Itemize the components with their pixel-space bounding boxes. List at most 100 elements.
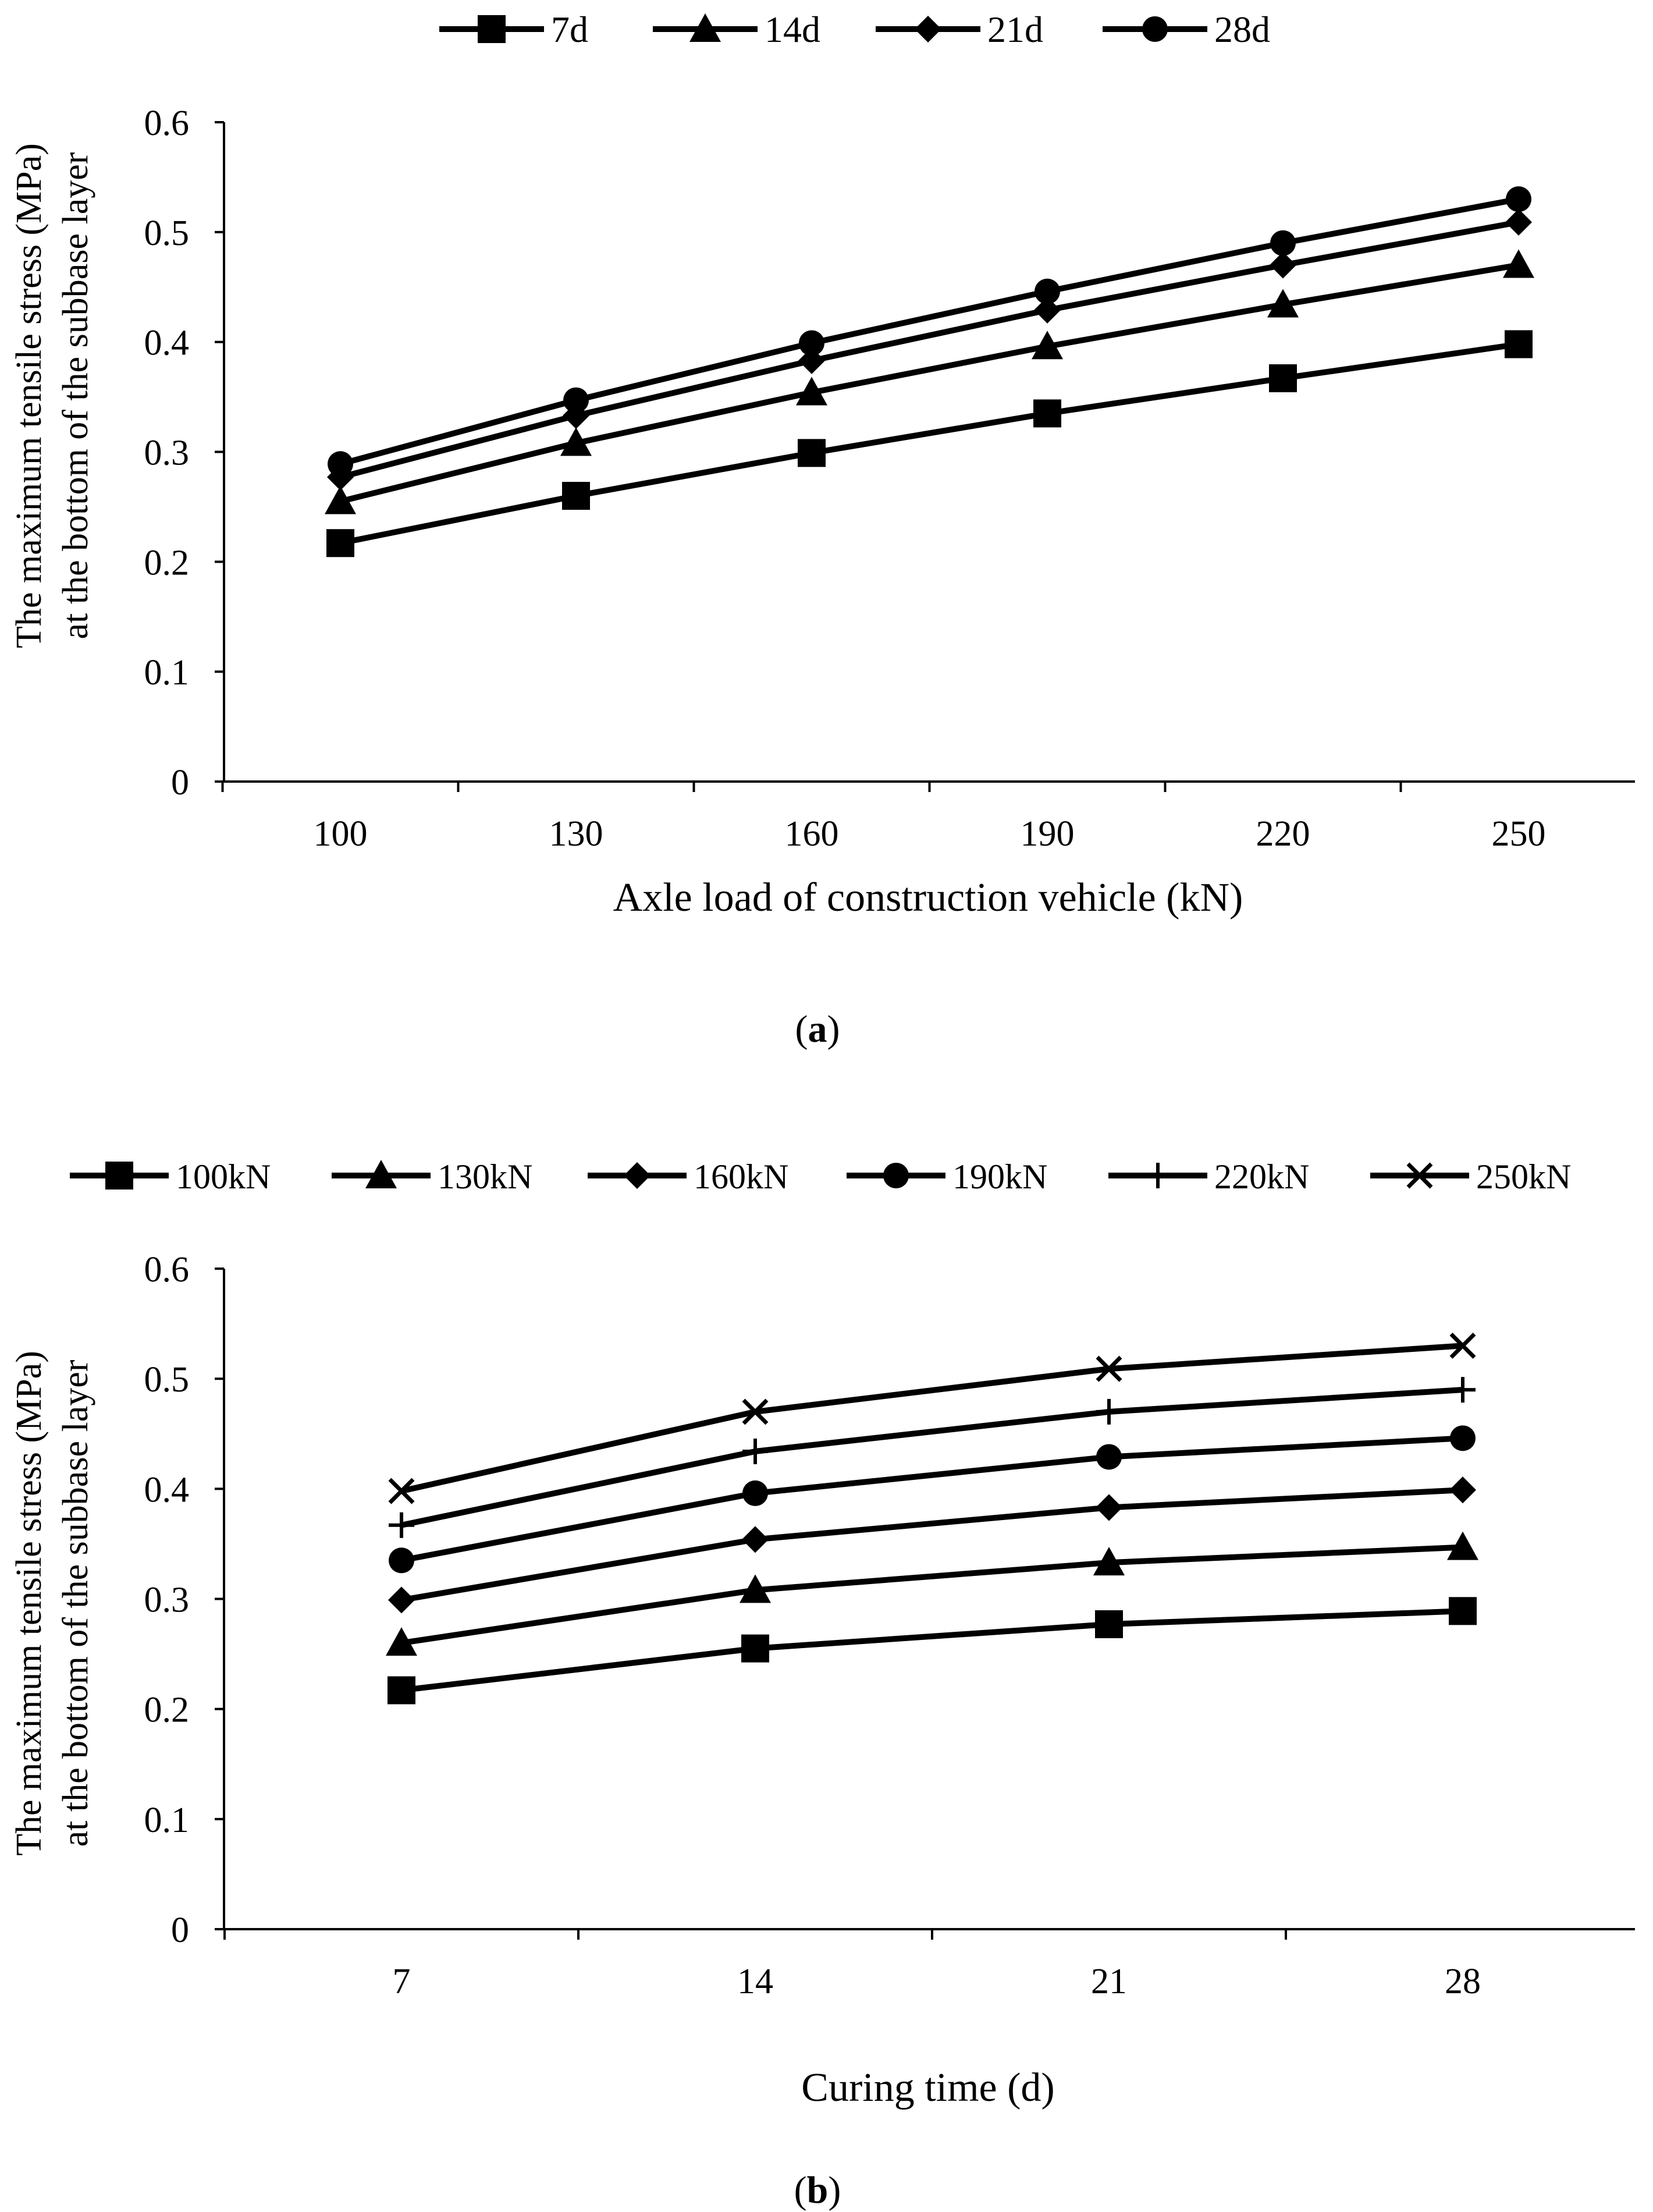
panel-a-x-tick-label: 250: [1492, 814, 1546, 854]
panel-a-y-tick-label: 0: [171, 763, 189, 803]
panel-b-series-100kN: [388, 1597, 1477, 1705]
panel-a-data-point: [798, 439, 826, 467]
panel-b-caption: (b): [794, 2169, 841, 2211]
panel-b-data-point: [1096, 1398, 1122, 1425]
panel-a-data-point: [1505, 330, 1533, 358]
panel-b-legend-label: 250kN: [1476, 1158, 1571, 1196]
panel-b-legend-item: 190kN: [847, 1158, 1047, 1196]
panel-b-y-tick-label: 0.2: [144, 1691, 190, 1730]
panel-b-series-190kN: [389, 1425, 1476, 1574]
panel-a-data-point: [799, 330, 824, 356]
panel-b-legend-item: 250kN: [1370, 1158, 1571, 1196]
panel-a-data-point: [1035, 278, 1060, 304]
panel-b-series-250kN: [388, 1332, 1476, 1504]
panel-a-data-point: [1503, 249, 1534, 278]
panel-a-legend-label: 14d: [765, 9, 820, 50]
panel-a-data-point: [796, 377, 827, 406]
panel-a-data-point: [1033, 399, 1061, 428]
panel-b-data-point: [388, 1676, 415, 1705]
panel-b-data-point: [1096, 1355, 1122, 1382]
panel-a-legend-marker: [689, 13, 721, 42]
panel-b-x-tick-label: 21: [1091, 1962, 1127, 2001]
panel-a-y-axis-label-line1: The maximum tensile stress (MPa): [9, 143, 49, 648]
panel-a-legend-item: 28d: [1103, 9, 1270, 50]
panel-b-series-220kN: [389, 1377, 1476, 1538]
panel-a-series: [325, 186, 1534, 558]
panel-a-data-point: [1267, 289, 1299, 318]
panel-b-series-line: [401, 1608, 1463, 1693]
panel-b-data-point: [1449, 1476, 1476, 1504]
panel-b-y-tick-labels: 0 0.1 0.2 0.3 0.4 0.5 0.6: [144, 1250, 190, 1950]
panel-b-legend-label: 160kN: [694, 1158, 788, 1196]
panel-a-x-tick-labels: 100 130 160 190 220 250: [314, 814, 1546, 854]
panel-a-data-point: [326, 529, 354, 558]
panel-b-data-point: [389, 1512, 414, 1538]
panel-a-series-14d: [325, 249, 1534, 514]
panel-b-legend-marker: [883, 1163, 909, 1188]
panel-b-series-line: [401, 1544, 1463, 1646]
panel-a-data-point: [1032, 331, 1063, 360]
panel-b-data-point: [742, 1398, 769, 1425]
panel-a-y-tick-label: 0.6: [144, 104, 190, 143]
panel-a-data-point: [1034, 296, 1061, 324]
panel-b-series-160kN: [388, 1476, 1476, 1614]
panel-a-data-point: [328, 451, 353, 477]
panel-b-data-point: [388, 1478, 415, 1504]
panel-a-x-axis-label: Axle load of construction vehicle (kN): [613, 875, 1243, 920]
panel-a-legend-item: 14d: [653, 9, 820, 50]
panel-a-y-tick-label: 0.4: [144, 324, 190, 363]
panel-a-data-point: [560, 427, 592, 456]
panel-b-y-tick-label: 0: [171, 1911, 189, 1950]
panel-b-data-point: [741, 1634, 769, 1663]
panel-b-series-line: [400, 1387, 1463, 1528]
panel-b-data-point: [1449, 1597, 1477, 1625]
panel-b-legend-item: 160kN: [588, 1158, 788, 1196]
panel-b-legend-marker: [624, 1162, 650, 1189]
panel-b-caption-letter: b: [807, 2169, 829, 2211]
panel-a-x-tick-label: 220: [1256, 814, 1310, 854]
panel-a-legend-label: 28d: [1214, 9, 1270, 50]
panel-a-legend-marker: [478, 15, 506, 43]
panel-b-data-point: [1096, 1444, 1122, 1470]
panel-a-chart: 7d 14d 21d 28d 0 0.1 0.2 0.3 0.4 0.5 0.6 100 130 16…: [9, 9, 1635, 1050]
panel-a-y-axis-label-line2: at the bottom of the subbase layer: [56, 152, 95, 639]
panel-b-y-tick-label: 0.1: [144, 1801, 190, 1840]
panel-b-legend-marker: [1406, 1162, 1433, 1189]
panel-a-x-tick-label: 130: [549, 814, 603, 854]
panel-b-x-tick-label: 7: [393, 1962, 411, 2001]
panel-b-x-tick-label: 14: [737, 1962, 773, 2001]
panel-b-data-point: [740, 1574, 771, 1603]
panel-b-data-point: [1450, 1377, 1476, 1403]
panel-b-data-point: [1095, 1610, 1123, 1639]
panel-b-data-point: [742, 1480, 768, 1506]
panel-a-series-line: [339, 219, 1519, 480]
panel-b-y-tick-label: 0.4: [144, 1470, 190, 1510]
panel-a-data-point: [1270, 251, 1296, 279]
panel-a-data-point: [1505, 208, 1532, 236]
panel-b-x-tick-label: 28: [1445, 1962, 1481, 2001]
panel-a-y-tick-labels: 0 0.1 0.2 0.3 0.4 0.5 0.6: [144, 104, 190, 803]
panel-b-data-point: [1096, 1494, 1122, 1521]
panel-b-series: [386, 1332, 1478, 1705]
panel-a-series-28d: [328, 186, 1531, 477]
panel-b-series-line: [401, 1435, 1463, 1564]
panel-b-x-tick-labels: 7 14 21 28: [393, 1962, 1481, 2001]
panel-a-legend-label: 7d: [551, 9, 588, 50]
panel-a-legend-marker: [1142, 16, 1168, 42]
panel-a-y-tick-label: 0.1: [144, 653, 190, 693]
panel-a-x-tick-label: 190: [1021, 814, 1075, 854]
panel-b-legend-item: 220kN: [1108, 1158, 1309, 1196]
panel-a-data-point: [563, 387, 589, 413]
panel-b-data-point: [389, 1547, 414, 1574]
panel-b-data-point: [1093, 1547, 1125, 1576]
panel-b-y-axis-label-line1: The maximum tensile stress (MPa): [9, 1351, 49, 1856]
panel-b-y-tick-label: 0.6: [144, 1250, 190, 1290]
panel-a-data-point: [1506, 186, 1531, 212]
panel-a-data-point: [562, 482, 590, 510]
panel-a-legend-item: 7d: [439, 9, 588, 50]
panel-a-legend-item: 21d: [876, 9, 1043, 50]
panel-b-series-line: [400, 1343, 1463, 1494]
panel-a-legend-label: 21d: [987, 9, 1043, 50]
panel-b-data-point: [1447, 1531, 1478, 1560]
panel-b-series-line: [401, 1487, 1463, 1603]
